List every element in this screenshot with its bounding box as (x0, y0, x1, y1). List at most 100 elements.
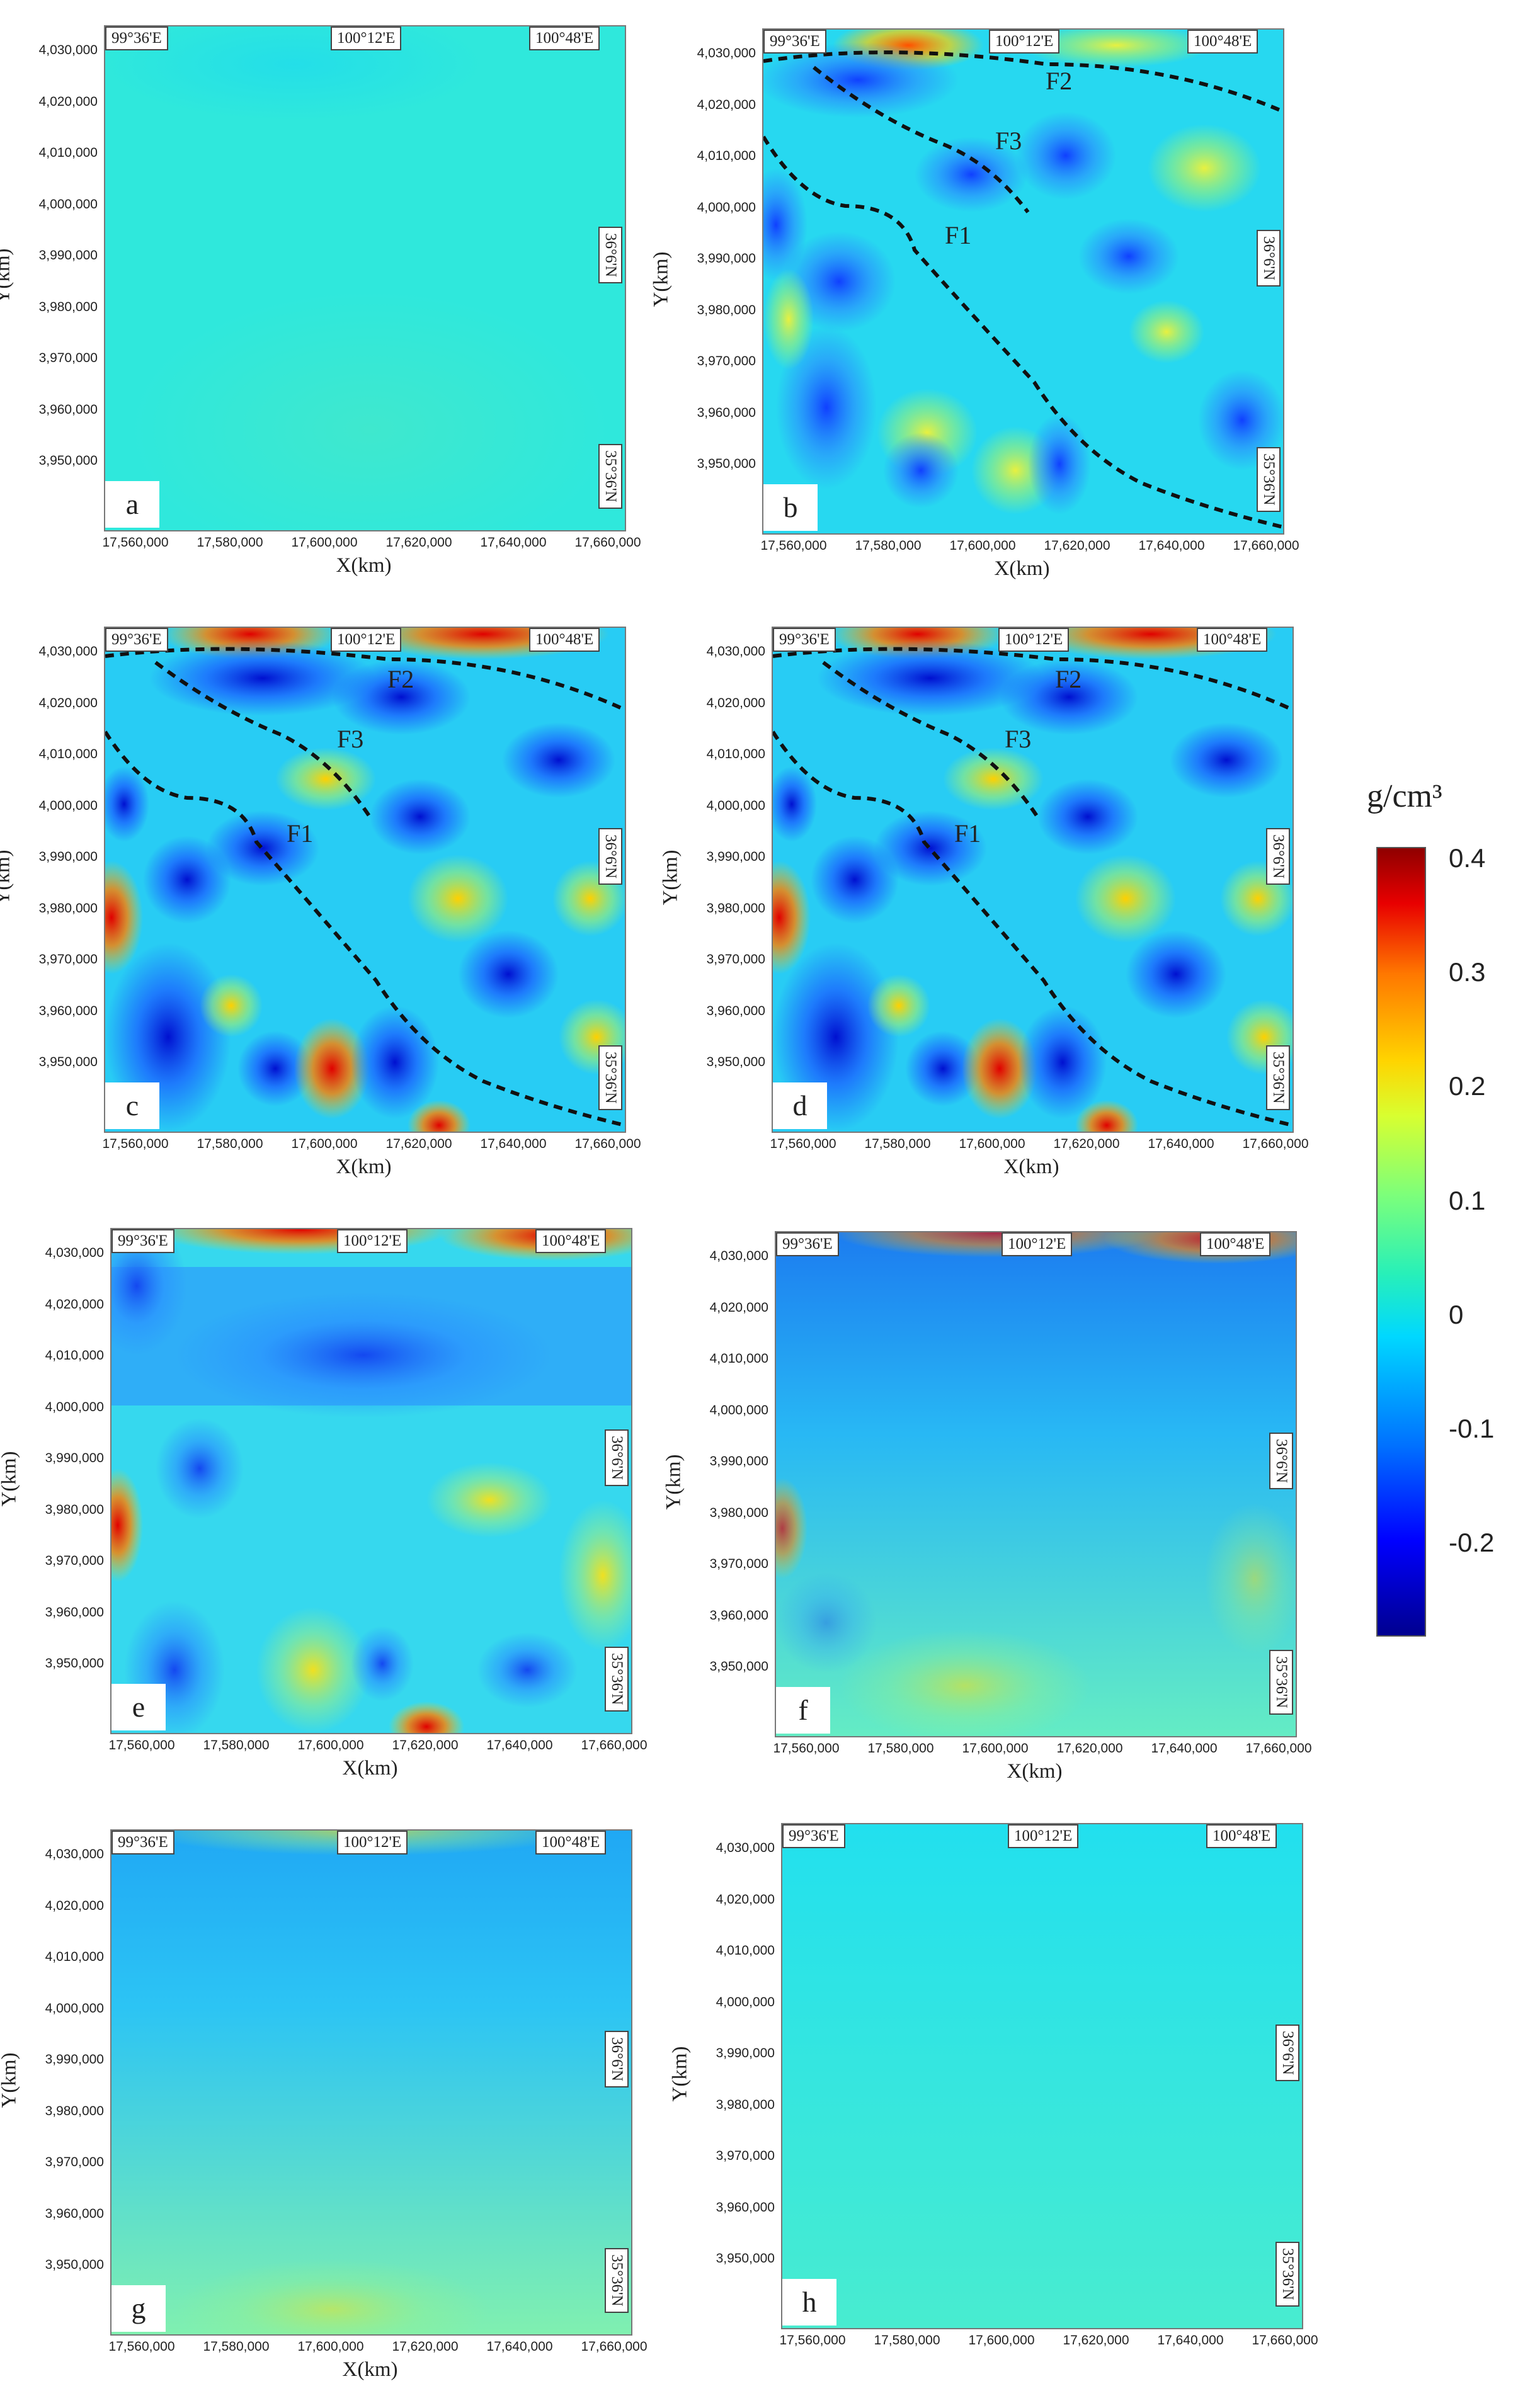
x-tick-label: 17,600,000 (968, 2333, 1035, 2348)
x-tick-label: 17,660,000 (1245, 1741, 1312, 1756)
lon-label: 99°36'E (111, 1831, 174, 1854)
y-tick-label: 4,000,000 (45, 2001, 104, 2016)
x-tick-label: 17,560,000 (760, 538, 827, 553)
x-axis-label: X(km) (1003, 1156, 1059, 1178)
lon-label: 100°12'E (989, 30, 1060, 54)
y-tick-label: 4,020,000 (45, 1297, 104, 1312)
y-tick-label: 3,950,000 (697, 457, 756, 471)
y-tick-label: 3,980,000 (45, 2103, 104, 2118)
lon-label: 100°12'E (331, 628, 402, 652)
y-tick-label: 4,010,000 (697, 149, 756, 163)
y-tick-label: 4,010,000 (709, 1351, 768, 1366)
y-tick-label: 4,000,000 (38, 798, 98, 813)
panel-letter: e (111, 1684, 166, 1730)
density-map-d (773, 628, 1293, 1132)
y-tick-label: 3,980,000 (716, 2097, 775, 2112)
y-axis-label: Y(km) (649, 251, 673, 307)
x-tick-label: 17,620,000 (1063, 2333, 1129, 2348)
lat-label: 35°36'N (1257, 447, 1281, 512)
panel-letter: a (105, 481, 159, 528)
lat-label: 35°36'N (1275, 2242, 1299, 2307)
lat-label: 36°6'N (1266, 828, 1290, 885)
fault-label-f2: F2 (1046, 67, 1073, 95)
y-tick-label: 3,950,000 (706, 1055, 765, 1069)
fault-label-f3: F3 (1005, 725, 1032, 753)
y-tick-label: 4,020,000 (716, 1892, 775, 1907)
y-tick-label: 3,970,000 (38, 351, 98, 365)
y-tick-label: 3,990,000 (716, 2046, 775, 2060)
lat-label: 36°6'N (605, 1429, 629, 1487)
colorbar-title: g/cm³ (1367, 778, 1442, 814)
lon-label: 100°48'E (1200, 1232, 1271, 1256)
y-tick-label: 3,960,000 (716, 2200, 775, 2215)
panel-letter: h (782, 2279, 836, 2326)
y-tick-label: 4,010,000 (45, 1348, 104, 1363)
y-tick-label: 4,030,000 (697, 46, 756, 60)
y-tick-label: 3,950,000 (45, 2258, 104, 2272)
y-tick-label: 3,980,000 (38, 299, 98, 314)
y-tick-label: 4,030,000 (45, 1847, 104, 1861)
lon-label: 100°48'E (529, 26, 600, 50)
x-tick-label: 17,660,000 (1233, 538, 1299, 553)
x-tick-label: 17,560,000 (102, 1137, 169, 1151)
y-axis-label: Y(km) (668, 2046, 692, 2102)
lon-label: 100°48'E (1206, 1824, 1277, 1848)
y-tick-label: 3,960,000 (38, 402, 98, 417)
y-tick-label: 4,000,000 (706, 798, 765, 813)
y-tick-label: 3,990,000 (697, 251, 756, 266)
x-tick-label: 17,620,000 (385, 535, 452, 550)
lat-label: 35°36'N (598, 444, 622, 509)
x-axis-label: X(km) (994, 557, 1050, 580)
lat-label: 36°6'N (598, 828, 622, 885)
y-tick-label: 3,980,000 (709, 1505, 768, 1520)
fault-label-f3: F3 (337, 725, 364, 753)
x-tick-label: 17,620,000 (1044, 538, 1110, 553)
density-map-e (111, 1229, 631, 1733)
lon-label: 100°48'E (1187, 30, 1258, 54)
x-tick-label: 17,600,000 (959, 1137, 1025, 1151)
y-tick-label: 4,010,000 (38, 145, 98, 160)
y-tick-label: 3,970,000 (38, 952, 98, 967)
x-tick-label: 17,580,000 (855, 538, 922, 553)
y-tick-label: 3,990,000 (45, 1451, 104, 1465)
x-tick-label: 17,640,000 (486, 1738, 553, 1752)
map-plot-c (104, 627, 626, 1133)
x-axis-label: X(km) (336, 554, 392, 577)
y-tick-label: 4,020,000 (706, 695, 765, 710)
panel-letter: c (105, 1082, 159, 1129)
density-map-b (763, 30, 1283, 533)
lon-label: 100°12'E (998, 628, 1070, 652)
y-tick-label: 4,020,000 (38, 695, 98, 710)
lon-label: 99°36'E (111, 1229, 174, 1253)
y-axis-label: Y(km) (662, 1454, 685, 1510)
x-tick-label: 17,660,000 (574, 535, 641, 550)
x-tick-label: 17,580,000 (203, 1738, 270, 1752)
colorbar (1376, 847, 1426, 1637)
y-tick-label: 4,010,000 (38, 747, 98, 761)
x-tick-label: 17,580,000 (197, 535, 263, 550)
x-tick-label: 17,660,000 (1242, 1137, 1309, 1151)
lon-label: 99°36'E (105, 26, 168, 50)
y-tick-label: 3,960,000 (38, 1003, 98, 1018)
y-axis-label: Y(km) (0, 2052, 21, 2108)
map-plot-g (110, 1829, 632, 2336)
x-tick-label: 17,580,000 (864, 1137, 931, 1151)
lon-label: 99°36'E (782, 1824, 845, 1848)
colorbar-tick-label: -0.2 (1449, 1528, 1495, 1558)
x-tick-label: 17,620,000 (392, 1738, 459, 1752)
lat-label: 35°36'N (605, 2248, 629, 2313)
map-background (782, 1824, 1302, 2328)
y-tick-label: 3,960,000 (697, 405, 756, 420)
y-tick-label: 4,030,000 (706, 644, 765, 659)
lon-label: 100°48'E (535, 1229, 607, 1253)
lat-label: 35°36'N (1269, 1650, 1293, 1715)
x-tick-label: 17,640,000 (480, 1137, 547, 1151)
x-tick-label: 17,580,000 (203, 2339, 270, 2354)
density-map-a (105, 26, 625, 530)
y-tick-label: 4,000,000 (697, 200, 756, 215)
y-tick-label: 3,970,000 (45, 2155, 104, 2169)
y-tick-label: 4,030,000 (38, 43, 98, 57)
map-background (111, 1831, 631, 2334)
fault-label-f2: F2 (1055, 665, 1082, 693)
y-tick-label: 4,000,000 (45, 1399, 104, 1414)
